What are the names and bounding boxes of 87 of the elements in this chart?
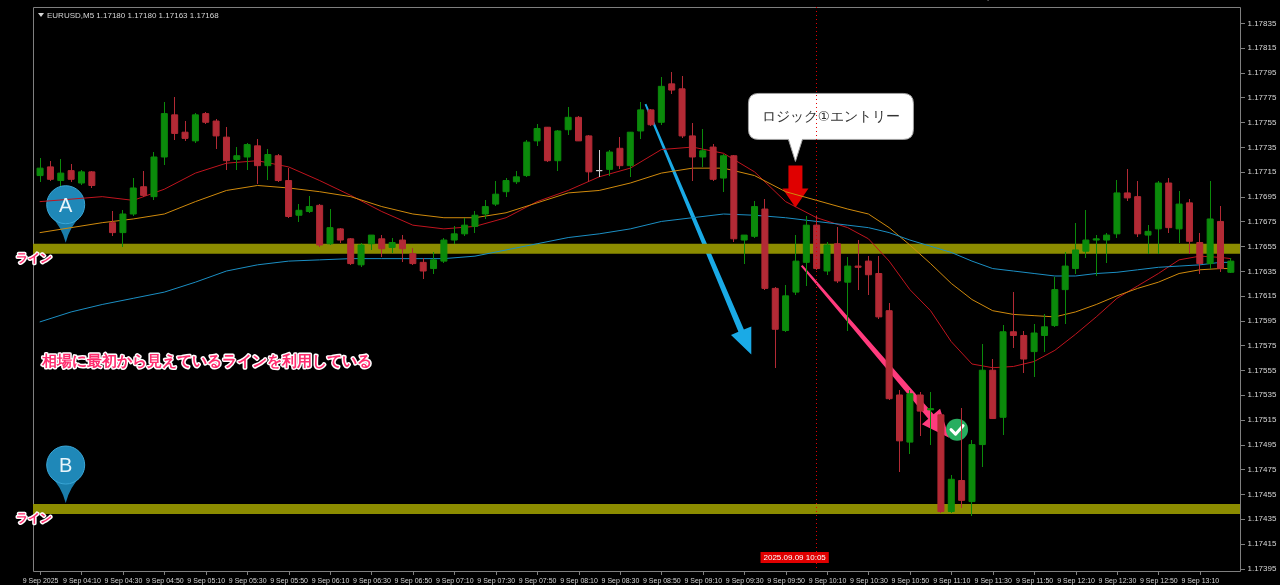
candlestick (606, 150, 614, 177)
annotation: 相場に最初から見えているラインを利用している (41, 351, 373, 369)
y-tick-label: 1.17515 (1247, 415, 1277, 425)
band-label: ライン (16, 510, 52, 525)
y-tick-label: 1.17675 (1247, 216, 1277, 226)
candlestick (119, 209, 127, 247)
candlestick (688, 123, 696, 182)
candlestick (1123, 168, 1131, 201)
candlestick (440, 238, 448, 263)
candlestick (1030, 323, 1038, 377)
annotation: A (59, 193, 74, 216)
candlestick (927, 392, 935, 446)
y-tick-label: 1.17815 (1247, 43, 1277, 53)
candlestick (419, 258, 427, 279)
y-tick-label: 1.17575 (1247, 340, 1277, 350)
y-tick-label: 1.17715 (1247, 167, 1277, 177)
candlestick (254, 139, 262, 184)
candlestick (388, 238, 396, 253)
y-tick-label: 1.17735 (1247, 142, 1277, 152)
y-tick-label: 1.17455 (1247, 489, 1277, 499)
y-tick-label: 1.17415 (1247, 539, 1277, 549)
candlestick (471, 211, 479, 234)
band-label: ライン (16, 250, 52, 265)
candlestick (57, 158, 65, 186)
candlestick (243, 142, 251, 170)
candlestick (233, 146, 241, 170)
candlestick (492, 181, 500, 206)
y-tick-label: 1.17755 (1247, 117, 1277, 127)
candlestick (171, 96, 179, 141)
candlestick (295, 203, 303, 222)
y-tick-label: 1.17555 (1247, 365, 1277, 375)
candlestick (616, 136, 624, 169)
candlestick (1040, 313, 1048, 353)
candlestick (1009, 291, 1017, 349)
chart-title: EURUSD,M5 1.17180 1.17180 1.17163 1.17168 (47, 10, 220, 20)
candlestick (854, 239, 862, 291)
y-tick-label: 1.17535 (1247, 390, 1277, 400)
y-tick-label: 1.17435 (1247, 514, 1277, 524)
candlestick (222, 126, 230, 170)
candlestick (1082, 209, 1090, 258)
y-tick-label: 1.17655 (1247, 241, 1277, 251)
candlestick (1020, 331, 1028, 374)
candlestick (264, 149, 272, 180)
y-tick-label: 1.17595 (1247, 316, 1277, 326)
candlestick (181, 120, 189, 142)
y-tick-label: 1.17695 (1247, 192, 1277, 202)
candlestick (326, 208, 334, 246)
candlestick (564, 106, 572, 136)
candlestick (378, 234, 386, 257)
candlestick (668, 72, 676, 95)
annotation: ロジック①エントリー (761, 109, 900, 125)
candlestick (958, 408, 966, 509)
candlestick (357, 243, 365, 267)
candlestick (36, 157, 44, 183)
annotation: B (59, 454, 73, 477)
y-tick-label: 1.17775 (1247, 92, 1277, 102)
candlestick (481, 199, 489, 220)
y-tick-label: 1.17835 (1247, 18, 1277, 28)
candlestick (699, 129, 707, 168)
candlestick (140, 171, 148, 198)
candlestick (1103, 233, 1111, 263)
candlestick (864, 255, 872, 296)
candlestick (109, 211, 117, 236)
y-tick-label: 1.17615 (1247, 291, 1277, 301)
y-tick-label: 1.17635 (1247, 266, 1277, 276)
candlestick (1092, 234, 1100, 277)
candlestick (844, 256, 852, 332)
candlestick (430, 251, 438, 275)
candlestick (719, 154, 727, 193)
candlestick (212, 119, 220, 149)
candlestick (1061, 251, 1069, 324)
y-tick-label: 1.17475 (1247, 464, 1277, 474)
candlestick (533, 124, 541, 147)
candlestick (740, 234, 748, 265)
candlestick (1196, 233, 1204, 275)
candlestick (398, 234, 406, 262)
y-tick-label: 1.17495 (1247, 440, 1277, 450)
y-tick-label: 1.17795 (1247, 68, 1277, 78)
candlestick (1072, 223, 1080, 275)
candlestick (502, 177, 510, 198)
y-tick-label: 1.17395 (1247, 564, 1277, 574)
candlestick (67, 163, 75, 183)
candlestick (575, 115, 583, 142)
candlestick (916, 392, 924, 437)
candlestick (637, 101, 645, 139)
candlestick (1144, 224, 1152, 255)
candlestick (46, 161, 54, 182)
